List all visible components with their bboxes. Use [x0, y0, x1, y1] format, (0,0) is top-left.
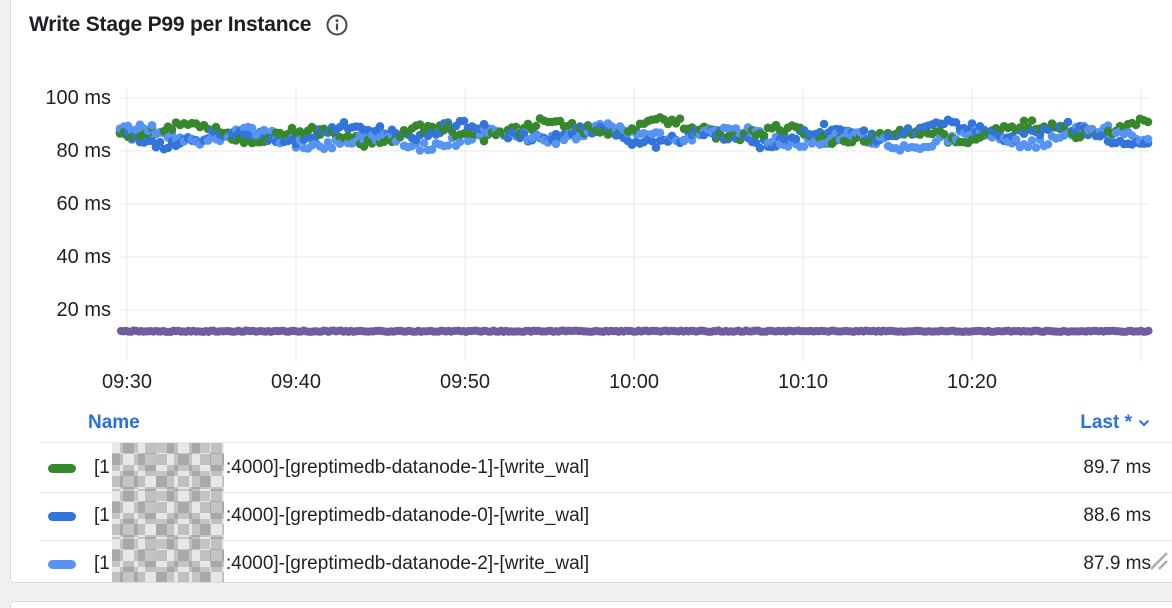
series-color-swatch[interactable] [48, 463, 76, 473]
censored-ip-mosaic [111, 539, 224, 582]
series-name[interactable]: [1 :4000]-[greptimedb-datanode-2]-[write_… [94, 539, 590, 582]
legend-sort-last[interactable]: Last * [1080, 405, 1151, 441]
panel-header: Write Stage P99 per Instance [29, 13, 349, 37]
series-last-value: 89.7 ms [1083, 457, 1151, 478]
y-axis-tick-label: 80 ms [56, 140, 111, 162]
legend-row-separator [41, 492, 1172, 493]
write-stage-p99-panel: Write Stage P99 per Instance 100 ms 80 ms… [10, 0, 1172, 583]
series-name-prefix: [1 [94, 457, 110, 478]
y-axis-tick-label: 60 ms [56, 193, 111, 215]
next-panel-edge [10, 601, 1172, 608]
y-axis-tick-label: 20 ms [56, 299, 111, 321]
censored-ip-mosaic [111, 443, 224, 493]
legend-row-separator [41, 540, 1172, 541]
legend-row[interactable]: [1 :4000]-[greptimedb-datanode-2]-[write_… [41, 539, 1172, 582]
x-axis-tick-label: 09:30 [101, 371, 153, 393]
series-points-flat [116, 326, 1153, 336]
time-series-plot[interactable] [10, 81, 1172, 381]
legend-row[interactable]: [1 :4000]-[greptimedb-datanode-0]-[write_… [41, 491, 1172, 541]
censored-ip-mosaic [111, 491, 224, 541]
legend-header: Name Last * [41, 405, 1172, 441]
series-last-value: 87.9 ms [1083, 553, 1151, 574]
chevron-down-icon [1139, 420, 1149, 426]
y-axis-tick-label: 40 ms [56, 246, 111, 268]
series-name[interactable]: [1 :4000]-[greptimedb-datanode-0]-[write_… [94, 491, 589, 541]
series-name-suffix: :4000]-[greptimedb-datanode-2]-[write_wa… [225, 553, 590, 574]
x-axis-tick-label: 09:40 [270, 371, 322, 393]
panel-title[interactable]: Write Stage P99 per Instance [29, 13, 312, 36]
series-name-suffix: :4000]-[greptimedb-datanode-0]-[write_wa… [225, 505, 590, 526]
legend-last-label: Last * [1080, 412, 1132, 433]
series-name-prefix: [1 [94, 505, 110, 526]
x-axis-tick-label: 10:20 [946, 371, 998, 393]
series-last-value: 88.6 ms [1083, 505, 1151, 526]
series-color-swatch[interactable] [48, 559, 76, 569]
legend-row[interactable]: [1 :4000]-[greptimedb-datanode-1]-[write_… [41, 443, 1172, 493]
series-name-prefix: [1 [94, 553, 110, 574]
legend-row-separator [41, 442, 1172, 443]
panel-resize-handle[interactable] [1147, 549, 1169, 571]
info-circle-icon[interactable] [325, 13, 349, 37]
x-axis-tick-label: 10:00 [608, 371, 660, 393]
series-name[interactable]: [1 :4000]-[greptimedb-datanode-1]-[write_… [94, 443, 589, 493]
series-name-suffix: :4000]-[greptimedb-datanode-1]-[write_wa… [225, 457, 590, 478]
x-axis-tick-label: 09:50 [439, 371, 491, 393]
x-axis-tick-label: 10:10 [777, 371, 829, 393]
y-axis-tick-label: 100 ms [45, 87, 111, 109]
series-color-swatch[interactable] [48, 511, 76, 521]
legend-sort-name[interactable]: Name [88, 412, 140, 433]
